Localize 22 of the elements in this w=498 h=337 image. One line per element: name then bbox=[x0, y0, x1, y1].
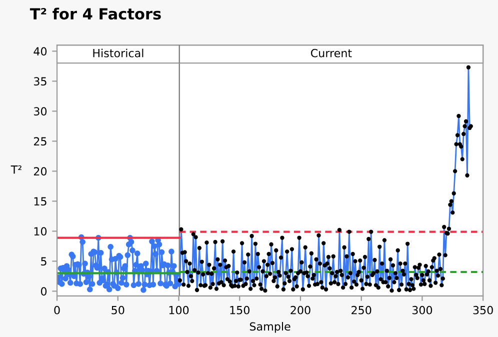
annotation: Historical bbox=[93, 48, 144, 58]
y-axis-title: T² bbox=[10, 165, 22, 174]
x-tick-label: 100 bbox=[169, 306, 189, 314]
annotation: Current bbox=[310, 48, 352, 58]
x-tick-label: 150 bbox=[230, 306, 250, 314]
y-tick-label: 10 bbox=[34, 227, 47, 236]
x-tick-label: 50 bbox=[112, 306, 124, 314]
chart-title: T² for 4 Factors bbox=[30, 8, 161, 20]
y-tick-label: 35 bbox=[34, 77, 46, 86]
y-tick-label: 20 bbox=[34, 167, 47, 176]
y-tick-label: 5 bbox=[41, 257, 46, 266]
y-tick-label: 15 bbox=[34, 197, 46, 206]
x-tick-label: 350 bbox=[473, 306, 493, 314]
x-tick-label: 200 bbox=[290, 306, 310, 314]
x-tick-label: 250 bbox=[352, 306, 372, 314]
y-tick-label: 30 bbox=[34, 107, 47, 116]
x-axis-title: Sample bbox=[250, 322, 290, 333]
y-tick-label: 25 bbox=[34, 137, 46, 146]
x-tick-label: 0 bbox=[54, 306, 60, 314]
y-tick-label: 40 bbox=[34, 47, 47, 56]
x-tick-label: 300 bbox=[412, 306, 432, 314]
y-tick-label: 0 bbox=[40, 287, 47, 296]
